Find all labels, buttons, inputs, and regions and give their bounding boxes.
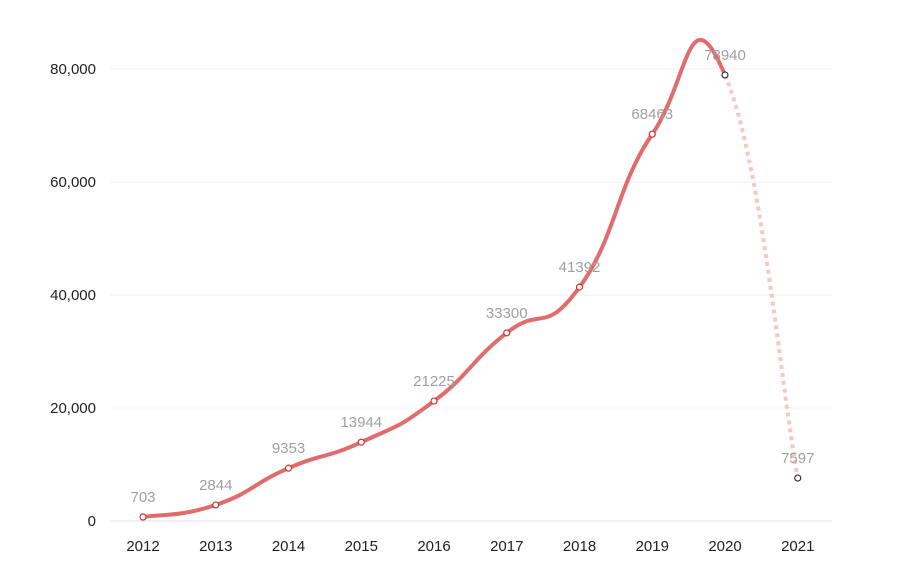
data-labels: 703 2844 9353 13944 21225 33300 41392 68463 7894… xyxy=(130,47,814,506)
data-point xyxy=(648,130,656,138)
series-line xyxy=(141,37,800,520)
x-tick-label: 2018 xyxy=(563,538,596,555)
data-point xyxy=(721,71,729,79)
data-point xyxy=(794,474,802,482)
y-tick-label: 0 xyxy=(88,513,96,530)
y-tick-label: 20,000 xyxy=(50,400,96,417)
data-label: 78940 xyxy=(704,47,746,64)
series-line-projected xyxy=(723,74,800,479)
gridlines xyxy=(110,68,832,522)
x-tick-label: 2013 xyxy=(199,538,232,555)
data-point xyxy=(139,513,147,521)
axes: 0 20,000 40,000 60,000 80,000 2012 2013 2014 201… xyxy=(50,61,814,555)
data-point xyxy=(212,501,220,509)
data-label: 2844 xyxy=(199,477,232,494)
data-label: 33300 xyxy=(486,305,528,322)
data-label: 41392 xyxy=(559,259,601,276)
x-tick-label: 2016 xyxy=(417,538,450,555)
data-label: 703 xyxy=(130,489,155,506)
data-label: 68463 xyxy=(631,106,673,123)
data-point xyxy=(430,397,438,405)
x-tick-label: 2015 xyxy=(345,538,378,555)
data-point xyxy=(503,329,511,337)
x-tick-label: 2017 xyxy=(490,538,523,555)
x-tick-label: 2020 xyxy=(708,538,741,555)
y-tick-label: 60,000 xyxy=(50,174,96,191)
data-point xyxy=(357,438,365,446)
x-tick-label: 2012 xyxy=(126,538,159,555)
y-tick-label: 80,000 xyxy=(50,61,96,78)
y-tick-label: 40,000 xyxy=(50,287,96,304)
data-label: 9353 xyxy=(272,440,305,457)
data-label: 7597 xyxy=(781,450,814,467)
data-points xyxy=(139,71,802,521)
x-tick-label: 2019 xyxy=(636,538,669,555)
x-tick-label: 2014 xyxy=(272,538,305,555)
x-tick-label: 2021 xyxy=(781,538,814,555)
data-point xyxy=(284,464,293,472)
data-label: 21225 xyxy=(413,373,455,390)
data-label: 13944 xyxy=(340,414,382,431)
data-point xyxy=(575,283,584,291)
